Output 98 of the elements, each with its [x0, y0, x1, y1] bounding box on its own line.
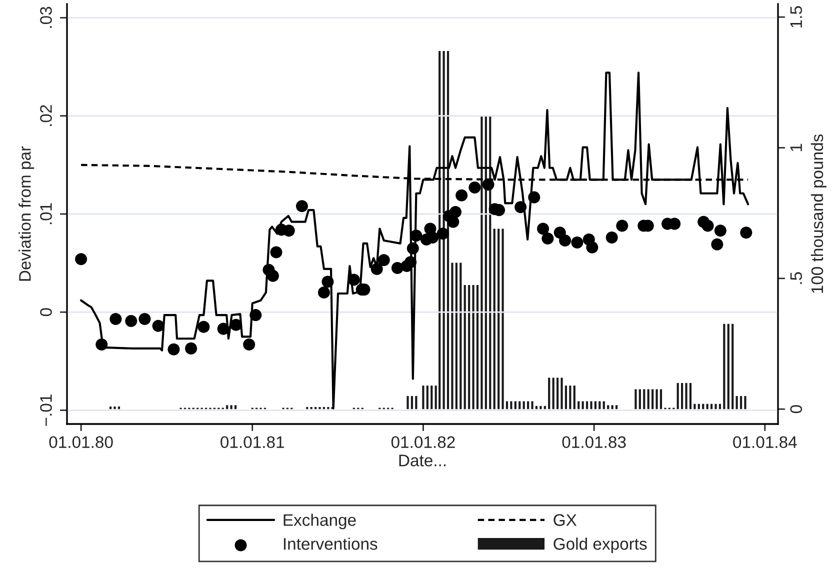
bar: [710, 404, 713, 410]
bar: [676, 382, 679, 410]
bar: [498, 228, 500, 410]
bar: [582, 401, 584, 410]
bar: [464, 284, 466, 410]
bar: [455, 262, 458, 410]
legend-label: GX: [554, 514, 577, 526]
bar: [544, 406, 546, 410]
x-tick-label: 01.01.81: [220, 436, 284, 448]
legend-label: Exchange: [284, 514, 356, 530]
bar: [602, 401, 605, 410]
bar: [706, 404, 708, 410]
bar: [647, 389, 650, 410]
bar: [634, 389, 637, 410]
legend-label: Interventions: [284, 538, 378, 550]
x-tick-label: 01.01.82: [391, 436, 455, 448]
bar: [535, 406, 538, 410]
bar: [656, 389, 658, 410]
bar: [740, 396, 742, 410]
bar: [514, 401, 516, 410]
bar: [230, 405, 232, 410]
y-tick-label: .03: [40, 6, 52, 28]
bar: [415, 396, 418, 410]
bar: [569, 386, 572, 410]
bar: [723, 324, 726, 410]
bar: [607, 405, 610, 410]
bar: [460, 262, 462, 410]
bar: [736, 396, 738, 410]
bar: [468, 284, 470, 410]
bar: [680, 382, 684, 410]
bar: [526, 401, 530, 410]
y-tick-label: −.01: [40, 394, 52, 426]
y2-axis-title: 100 thousand pounds: [810, 134, 826, 293]
bar: [660, 389, 662, 410]
bar: [406, 396, 409, 410]
y-tick-label: .01: [40, 203, 52, 224]
bar: [732, 324, 734, 410]
y2-tick-label: .5: [790, 272, 802, 284]
bar: [638, 389, 641, 410]
x-tick-label: 01.01.83: [562, 436, 626, 448]
bar: [718, 404, 722, 410]
y-axis-title: Deviation from par: [18, 146, 34, 281]
bar: [426, 386, 428, 410]
bar: [578, 401, 580, 410]
bar: [502, 228, 504, 410]
bar: [590, 401, 592, 410]
bar: [484, 116, 487, 410]
bar: [702, 404, 704, 410]
bar: [114, 406, 116, 410]
bar: [552, 378, 554, 410]
bar: [430, 386, 433, 410]
bar: [422, 386, 424, 410]
bar: [560, 378, 563, 410]
bar: [744, 396, 746, 410]
y-tick-label: 0: [40, 308, 52, 316]
bar: [611, 405, 614, 410]
bar: [652, 389, 654, 410]
bar: [594, 401, 597, 410]
x-tick-label: 01.01.84: [733, 436, 797, 448]
y-tick-label: .02: [40, 105, 52, 126]
bar: [714, 404, 717, 410]
bar: [451, 262, 454, 410]
bar: [438, 51, 441, 410]
bar: [698, 404, 700, 410]
bar: [689, 382, 692, 410]
legend-label: Gold exports: [554, 538, 647, 554]
y2-tick-label: 0: [790, 405, 802, 414]
bar: [643, 389, 646, 410]
bar: [586, 401, 588, 410]
line-series: [80, 72, 750, 410]
bar: [615, 405, 618, 410]
bar: [598, 401, 601, 410]
bar: [531, 401, 534, 410]
x-axis-title: Date...: [399, 454, 446, 466]
bar: [518, 401, 521, 410]
bar: [472, 284, 474, 410]
bar: [540, 406, 542, 410]
bar: [685, 382, 688, 410]
bar: [522, 401, 525, 410]
bar: [694, 404, 696, 410]
x-tick-label: 01.01.80: [49, 436, 113, 448]
bar: [727, 324, 730, 410]
bar: [510, 401, 512, 410]
bar: [564, 386, 568, 410]
bar: [476, 284, 479, 410]
bar: [480, 116, 483, 410]
bar: [226, 405, 228, 410]
bar: [410, 396, 414, 410]
bar: [548, 378, 550, 410]
bar: [506, 401, 508, 410]
bar: [109, 406, 112, 410]
bar: [234, 405, 237, 410]
bar: [118, 406, 120, 410]
bar: [493, 228, 496, 410]
y2-tick-label: 1.5: [790, 6, 802, 28]
y2-tick-label: 1: [790, 144, 802, 152]
bar: [556, 378, 559, 410]
bar: [573, 386, 576, 410]
